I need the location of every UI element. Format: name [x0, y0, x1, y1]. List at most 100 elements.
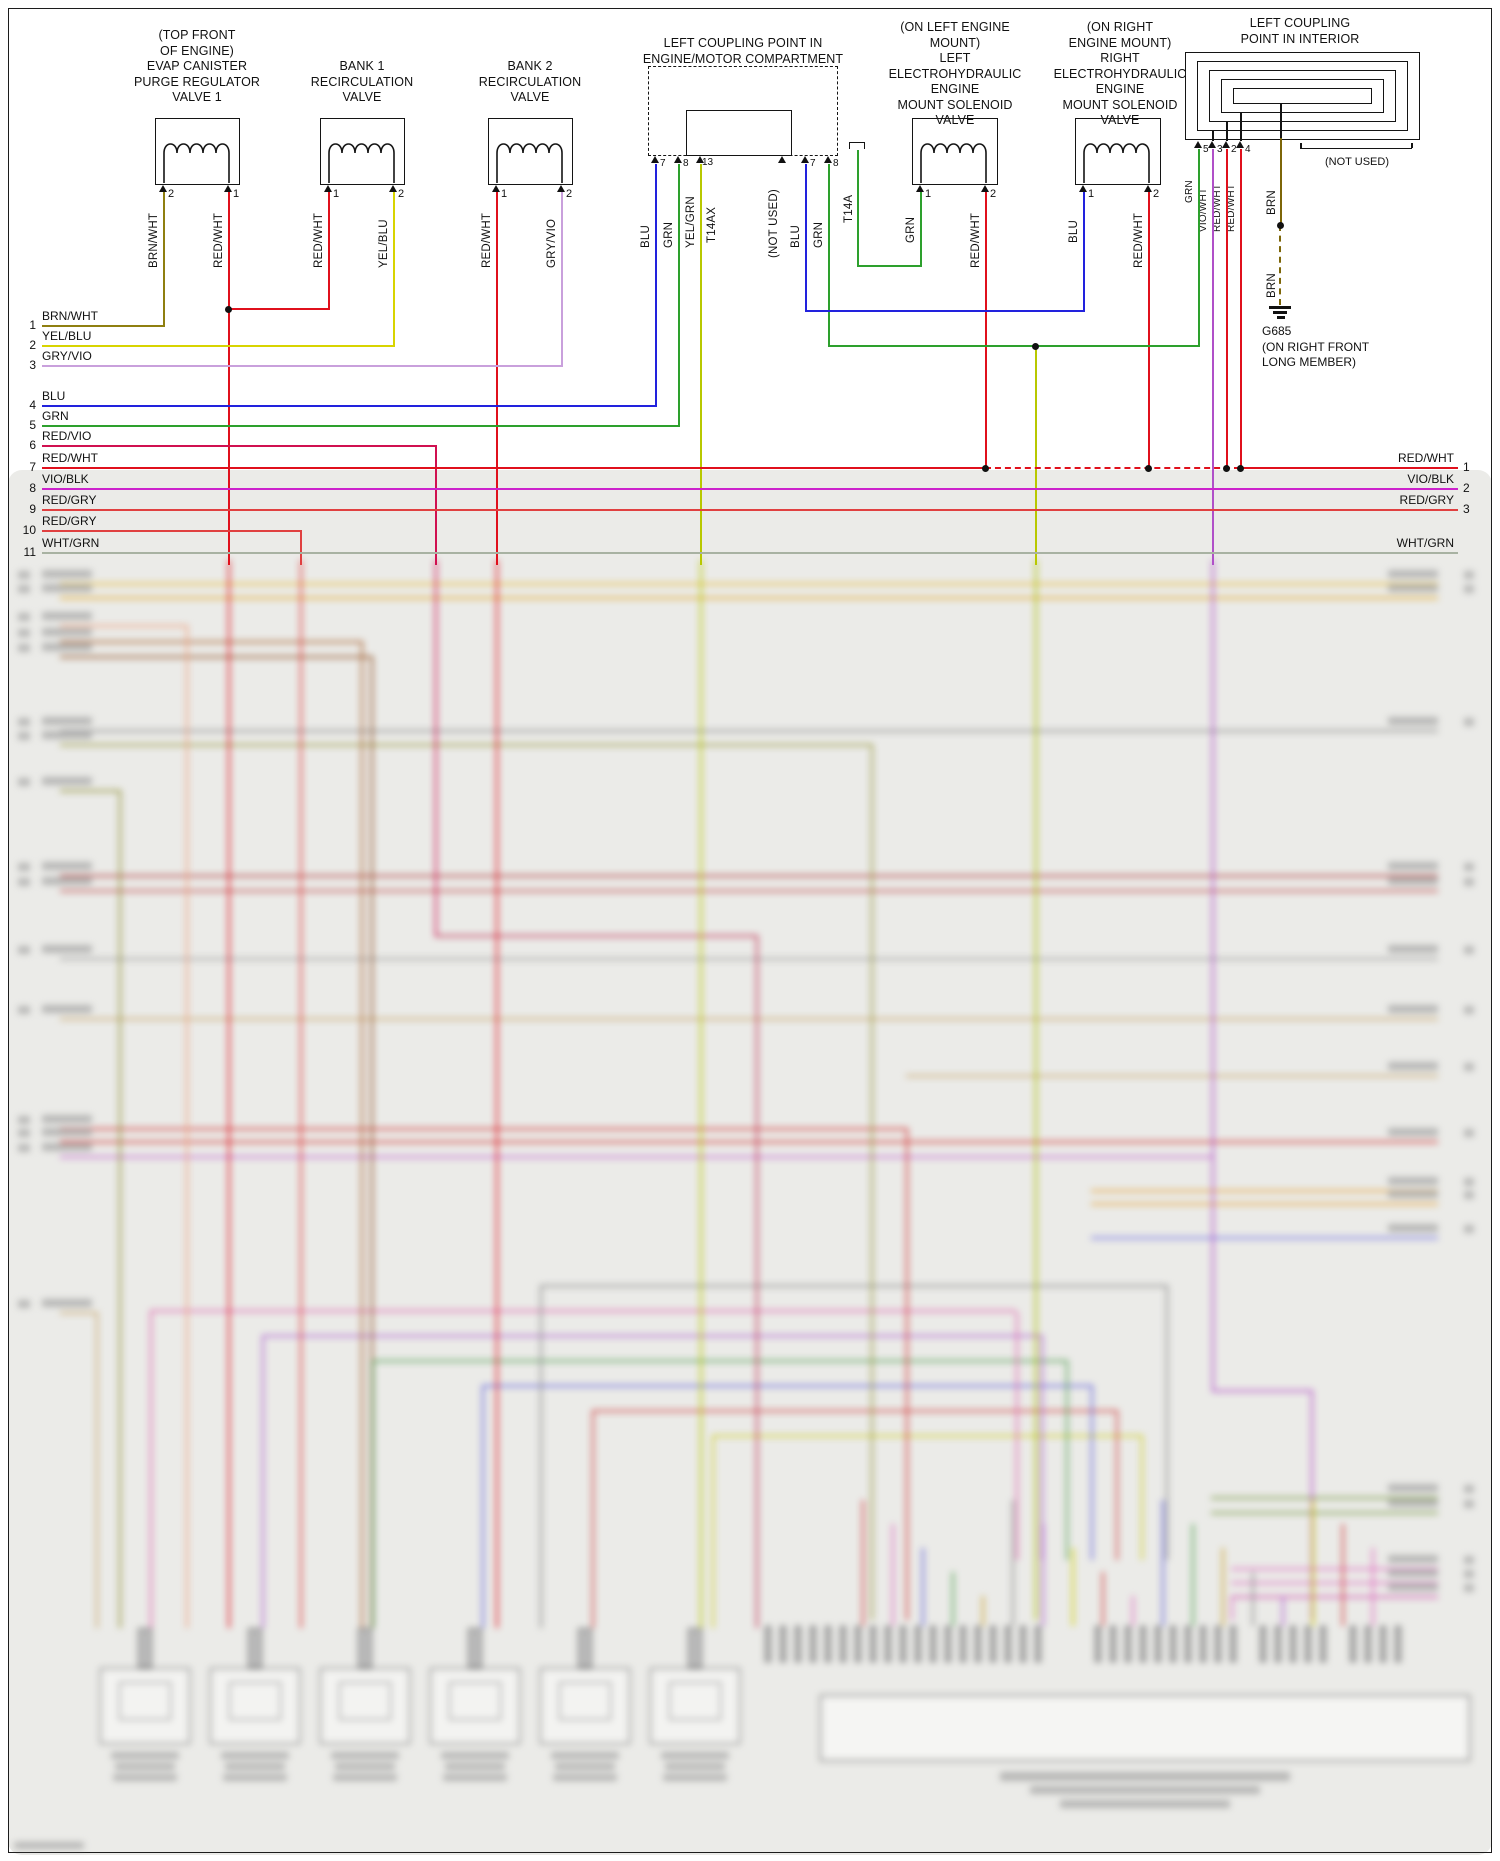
blur-shape — [1388, 1128, 1438, 1136]
blur-shape — [1388, 1484, 1438, 1492]
blur-shape — [1464, 1129, 1474, 1137]
blur-shape — [60, 1312, 96, 1314]
blur-shape — [1464, 878, 1474, 886]
connector-stub — [1226, 122, 1228, 141]
rail-label: VIO/BLK — [1407, 472, 1454, 486]
connector-label: T14A — [843, 194, 855, 223]
blur-ecm-box — [820, 1695, 1470, 1761]
blur-ecm-pin — [855, 1626, 861, 1662]
rail-number: 3 — [1463, 502, 1470, 516]
rail-label: WHT/GRN — [1396, 536, 1454, 550]
rail-number: 7 — [29, 460, 36, 474]
pin-arrow-icon — [1236, 141, 1244, 148]
blur-shape — [1464, 946, 1474, 954]
blur-shape — [551, 1752, 619, 1759]
wire-label: BLU — [790, 225, 802, 248]
blur-shape — [862, 1500, 864, 1626]
blur-shape — [42, 731, 92, 739]
junction-dot — [225, 306, 232, 313]
blur-ecm-pin — [1365, 1626, 1371, 1662]
blur-coil-inner — [339, 1682, 391, 1720]
solenoid-coil-symbol — [496, 143, 563, 183]
blur-ecm-pin — [1200, 1626, 1206, 1662]
blur-shape — [906, 1128, 908, 1620]
pin-arrow-icon — [159, 185, 167, 192]
blur-shape — [1091, 1190, 1438, 1192]
blur-shape — [1388, 1555, 1438, 1563]
blur-shape — [1388, 717, 1438, 725]
pin-arrow-icon — [651, 156, 659, 163]
blur-shape — [1464, 1584, 1474, 1592]
ground-icon — [1273, 311, 1287, 314]
blur-shape — [1388, 1190, 1438, 1198]
wire-red-wht — [228, 192, 230, 565]
blur-ecm-pin — [1215, 1626, 1221, 1662]
blur-shape — [482, 1385, 484, 1628]
rail-number: 6 — [29, 438, 36, 452]
blur-shape — [712, 1435, 714, 1628]
connector-stub — [1280, 104, 1282, 138]
wire-label: YEL/BLU — [378, 219, 390, 268]
blur-ecm-pin — [900, 1626, 906, 1662]
wire-red-wht-dashed — [985, 467, 1240, 469]
blur-coil-inner — [669, 1682, 721, 1720]
coupling-interior-rect — [1209, 70, 1396, 122]
blur-shape — [60, 1141, 1438, 1143]
junction-dot — [1277, 222, 1284, 229]
pin-number: 4 — [1245, 144, 1251, 155]
coupling-interior-rect — [1197, 61, 1408, 131]
wire-red-wht — [985, 192, 987, 469]
blur-shape — [42, 717, 92, 725]
rail-label: RED/WHT — [42, 451, 98, 465]
blur-shape — [60, 790, 119, 792]
blur-ecm-pin — [1170, 1626, 1176, 1662]
blur-ecm-pin — [870, 1626, 876, 1662]
blur-shape — [18, 878, 30, 886]
blur-shape — [335, 1763, 395, 1770]
wire-red-vio — [435, 445, 437, 565]
blur-shape — [441, 1752, 509, 1759]
blur-ecm-pin — [1020, 1626, 1026, 1662]
blur-shape — [18, 1006, 30, 1014]
blur-coil-body — [210, 1668, 300, 1744]
rail-label: GRN — [42, 409, 69, 423]
rail-number: 2 — [1463, 481, 1470, 495]
junction-dot — [1223, 465, 1230, 472]
connector-stub — [1212, 131, 1214, 141]
blur-shape — [18, 644, 30, 652]
blur-coil-body — [100, 1668, 190, 1744]
wire-red-wht — [328, 192, 330, 310]
blur-shape — [1116, 1410, 1118, 1560]
coupling-interior-rect — [1185, 52, 1420, 140]
blur-coil-inner — [119, 1682, 171, 1720]
wire-brn — [1280, 138, 1282, 225]
wire-red-wht — [42, 467, 985, 469]
pin-arrow-icon — [1079, 185, 1087, 192]
blur-shape — [1342, 1524, 1344, 1626]
junction-dot — [982, 465, 989, 472]
blur-shape — [42, 584, 92, 592]
blur-shape — [18, 863, 30, 871]
blur-ecm-pin — [1095, 1626, 1101, 1662]
wire-label: BRN/WHT — [148, 212, 160, 268]
pin-number: 2 — [1231, 144, 1237, 155]
rail-number: 1 — [29, 318, 36, 332]
blur-ecm-pin — [1035, 1626, 1041, 1662]
blur-shape — [1091, 1203, 1438, 1205]
wire-grn — [828, 164, 830, 347]
wire-label: BRN — [1266, 190, 1278, 215]
wire-vio-blk — [42, 488, 1458, 490]
pin-arrow-icon — [824, 156, 832, 163]
blur-shape — [1091, 1385, 1093, 1560]
blur-coil-connector — [138, 1628, 152, 1668]
blur-ecm-pin — [1350, 1626, 1356, 1662]
blur-shape — [1464, 718, 1474, 726]
pin-arrow-icon — [778, 156, 786, 163]
rail-number: 2 — [29, 338, 36, 352]
blur-shape — [496, 560, 498, 1628]
left-mount-valve-box — [912, 118, 998, 185]
blur-ecm-pin — [840, 1626, 846, 1662]
rail-label: WHT/GRN — [42, 536, 100, 550]
wire-label: RED/WHT — [213, 212, 225, 268]
blur-shape — [60, 656, 371, 658]
